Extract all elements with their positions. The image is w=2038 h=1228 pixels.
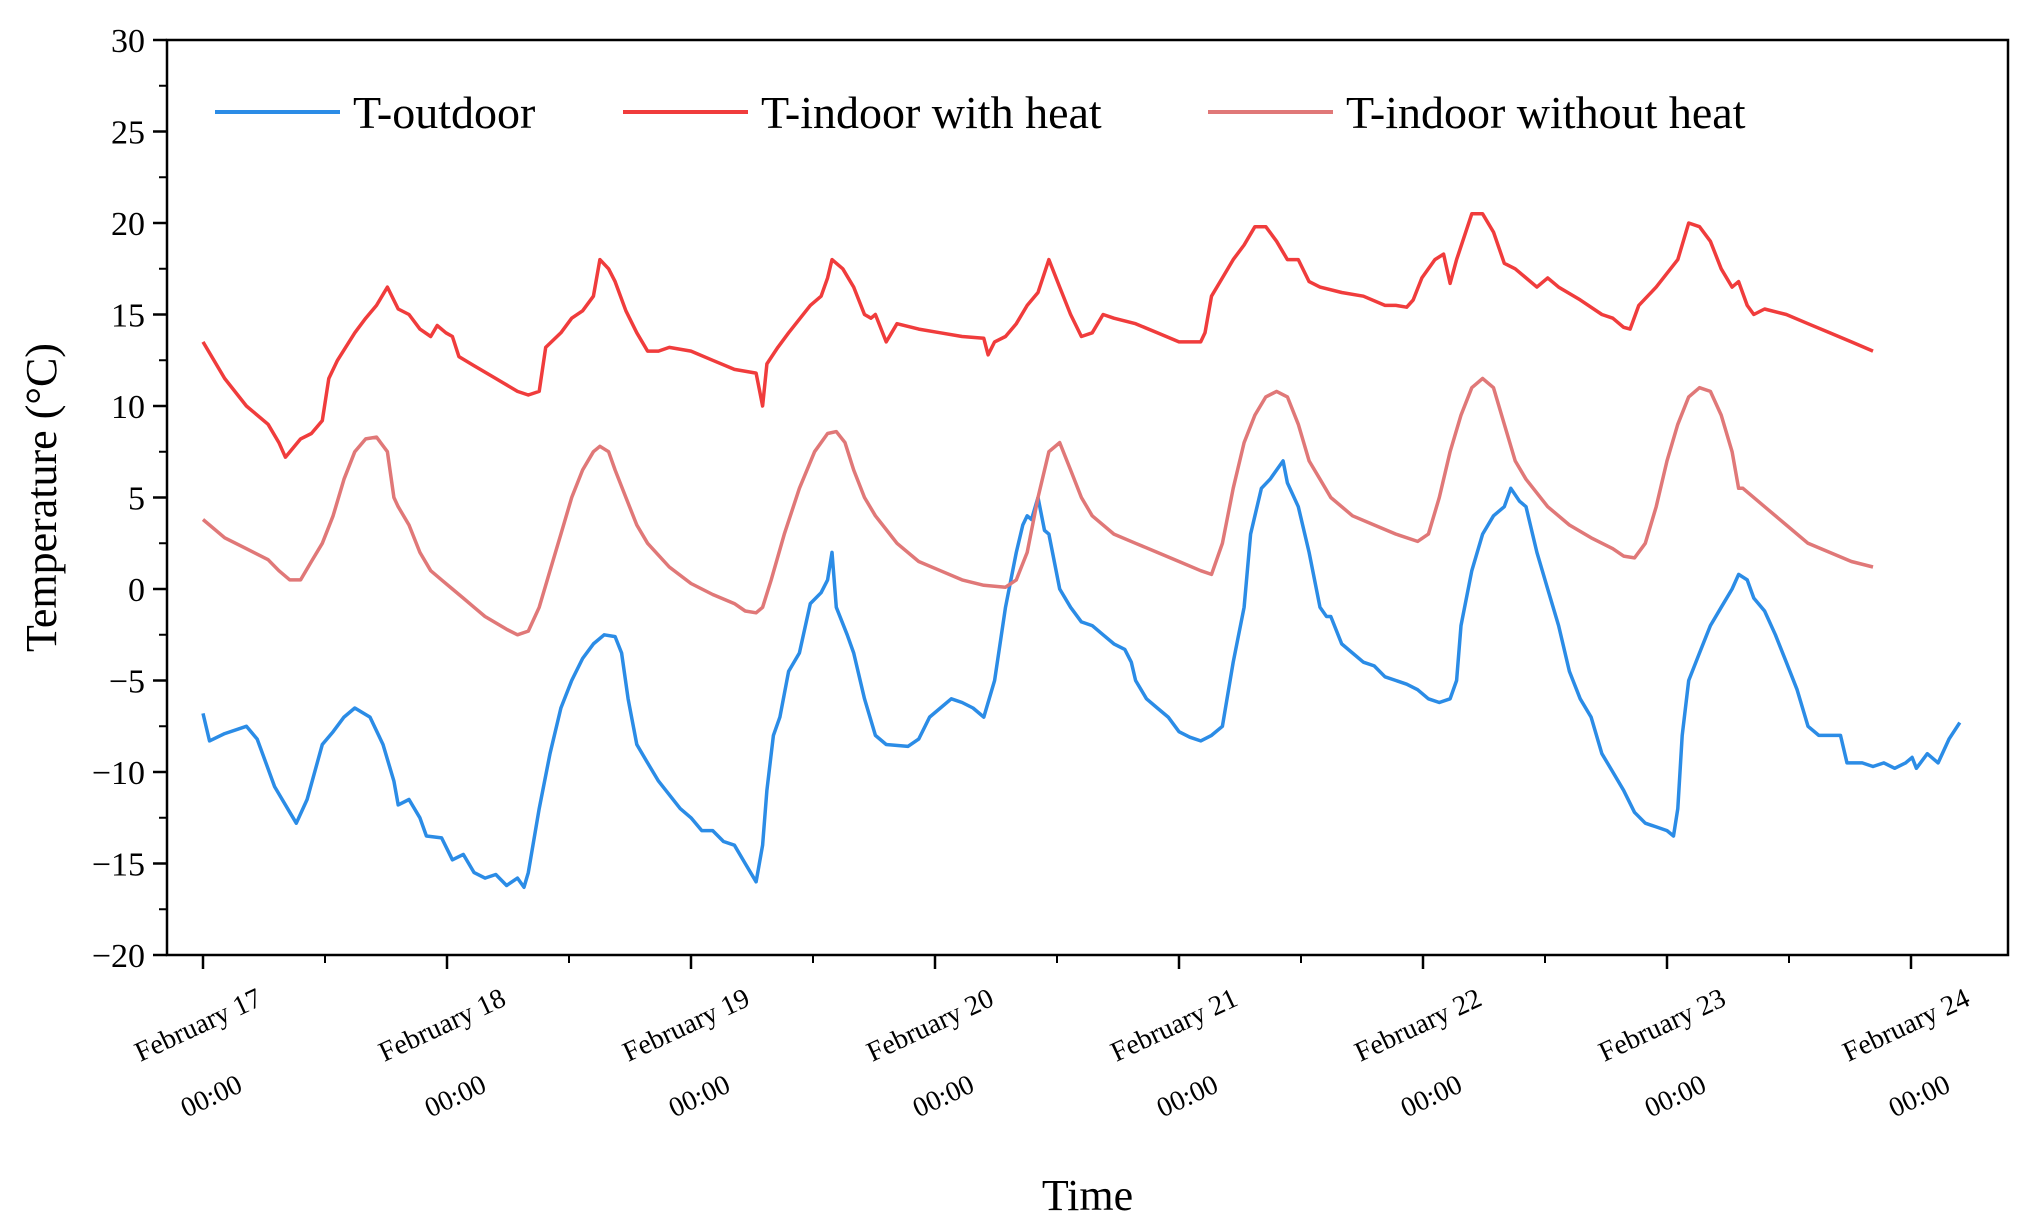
- legend-label-1: T-outdoor: [353, 87, 535, 138]
- y-axis-title: Temperature (°C): [17, 343, 66, 652]
- x-axis-title: Time: [1042, 1171, 1133, 1220]
- plot-area-frame: [165, 38, 2010, 957]
- y-tick-label: 30: [111, 23, 145, 60]
- y-tick-label: −5: [109, 664, 145, 701]
- y-tick-label: −10: [92, 755, 145, 792]
- y-tick-label: −20: [92, 938, 145, 975]
- series-line-2: [201, 212, 1874, 459]
- y-tick-labels: −20 −15 −10 −5 0 5 10 15 20 25 30: [92, 23, 145, 975]
- legend: T-outdoor T-indoor with heat T-indoor with…: [215, 87, 1746, 138]
- y-tick-label: 25: [111, 115, 145, 152]
- legend-label-2: T-indoor with heat: [761, 87, 1102, 138]
- y-tick-label: 20: [111, 206, 145, 243]
- legend-label-3: T-indoor without heat: [1346, 87, 1746, 138]
- y-tick-label: 10: [111, 389, 145, 426]
- y-tick-label: 0: [128, 572, 145, 609]
- y-tick-label: 15: [111, 298, 145, 335]
- series-layer: [201, 212, 1962, 890]
- y-tick-label: −15: [92, 847, 145, 884]
- y-tick-label: 5: [128, 481, 145, 518]
- series-line-1: [201, 459, 1962, 890]
- axis-ticks-layer: [153, 38, 1913, 969]
- series-line-3: [201, 376, 1874, 637]
